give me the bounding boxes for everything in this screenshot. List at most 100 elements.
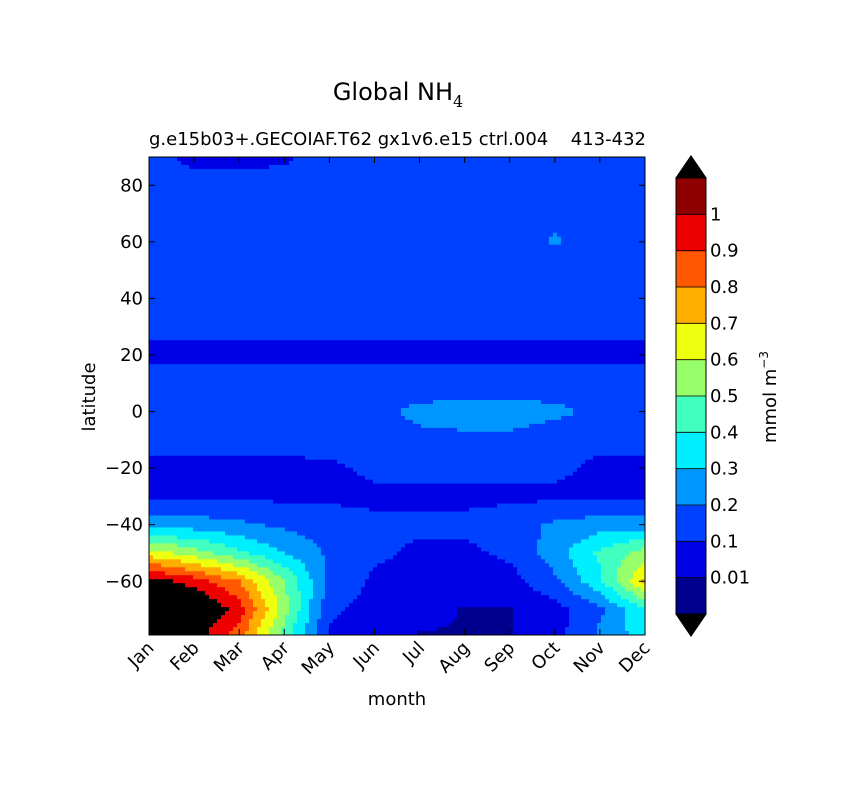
contour-cell: [569, 236, 574, 242]
contour-cell: [613, 224, 618, 230]
contour-cell: [273, 216, 278, 222]
contour-cell: [465, 240, 470, 246]
contour-cell: [269, 184, 274, 190]
contour-cell: [381, 168, 386, 174]
contour-cell: [573, 228, 578, 234]
contour-cell: [205, 224, 210, 230]
contour-cell: [597, 308, 602, 313]
contour-cell: [405, 236, 410, 242]
contour-cell: [153, 228, 158, 234]
contour-cell: [477, 200, 482, 206]
contour-cell: [281, 196, 286, 202]
contour-cell: [385, 200, 390, 206]
contour-cell: [317, 280, 322, 286]
contour-cell: [601, 157, 606, 162]
contour-cell: [509, 288, 514, 294]
contour-cell: [621, 168, 626, 174]
contour-cell: [245, 236, 250, 242]
contour-cell: [297, 252, 302, 258]
contour-cell: [617, 280, 622, 286]
contour-cell: [249, 208, 254, 214]
contour-cell: [557, 164, 562, 170]
contour-cell: [281, 288, 286, 294]
contour-cell: [557, 256, 562, 262]
contour-cell: [529, 164, 534, 170]
contour-cell: [321, 308, 326, 313]
contour-cell: [405, 268, 410, 274]
contour-cell: [361, 276, 366, 282]
contour-cell: [389, 160, 394, 166]
contour-cell: [181, 244, 186, 250]
contour-cell: [213, 272, 218, 278]
contour-cell: [397, 188, 402, 194]
contour-cell: [597, 264, 602, 270]
contour-cell: [373, 212, 378, 218]
contour-cell: [365, 164, 370, 170]
contour-cell: [581, 308, 586, 313]
contour-cell: [569, 188, 574, 194]
contour-cell: [281, 228, 286, 234]
contour-cell: [573, 216, 578, 222]
contour-cell: [461, 264, 466, 270]
contour-cell: [441, 232, 446, 238]
contour-cell: [381, 272, 386, 278]
contour-cell: [301, 288, 306, 294]
contour-cell: [153, 180, 158, 186]
contour-cell: [429, 224, 434, 230]
contour-cell: [341, 236, 346, 242]
contour-cell: [205, 180, 210, 186]
contour-cell: [261, 300, 266, 305]
contour-cell: [393, 212, 398, 218]
contour-cell: [465, 284, 470, 290]
contour-cell: [561, 260, 566, 266]
contour-cell: [521, 312, 526, 317]
contour-cell: [381, 288, 386, 294]
contour-cell: [353, 312, 358, 317]
contour-cell: [273, 232, 278, 238]
contour-cell: [245, 212, 250, 218]
contour-cell: [597, 204, 602, 210]
contour-cell: [565, 220, 570, 226]
contour-cell: [341, 280, 346, 286]
contour-cell: [225, 248, 230, 254]
contour-cell: [549, 184, 554, 190]
contour-cell: [545, 296, 550, 301]
contour-cell: [269, 228, 274, 234]
contour-cell: [589, 200, 594, 206]
contour-cell: [473, 157, 478, 162]
contour-cell: [501, 172, 506, 178]
contour-cell: [345, 192, 350, 198]
contour-cell: [545, 236, 550, 242]
contour-cell: [629, 252, 634, 258]
contour-cell: [597, 176, 602, 182]
contour-cell: [413, 200, 418, 206]
contour-cell: [345, 160, 350, 166]
contour-cell: [369, 157, 374, 162]
contour-cell: [605, 288, 610, 294]
contour-cell: [433, 228, 438, 234]
contour-cell: [581, 248, 586, 254]
contour-cell: [577, 272, 582, 278]
contour-cell: [601, 292, 606, 298]
contour-cell: [553, 212, 558, 218]
contour-cell: [533, 157, 538, 162]
contour-cell: [273, 220, 278, 226]
contour-cell: [273, 284, 278, 290]
contour-cell: [289, 157, 294, 162]
contour-cell: [281, 292, 286, 298]
contour-cell: [341, 200, 346, 206]
contour-cell: [529, 220, 534, 226]
contour-cell: [505, 228, 510, 234]
contour-cell: [325, 216, 330, 222]
contour-cell: [197, 288, 202, 294]
contour-cell: [321, 248, 326, 254]
contour-cell: [189, 316, 194, 321]
contour-cell: [277, 196, 282, 202]
contour-cell: [249, 304, 254, 309]
contour-cell: [349, 228, 354, 234]
contour-cell: [421, 244, 426, 250]
contour-cell: [297, 180, 302, 186]
contour-cell: [285, 180, 290, 186]
contour-cell: [377, 164, 382, 170]
contour-cell: [321, 176, 326, 182]
